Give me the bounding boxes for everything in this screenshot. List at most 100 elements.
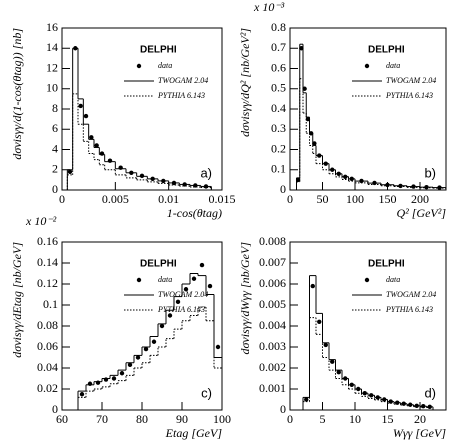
- data-point: [127, 362, 133, 368]
- x-axis-label: 1-cos(θtag): [167, 206, 222, 220]
- y-tick-label: 0.006: [259, 276, 286, 290]
- data-point: [67, 169, 73, 174]
- y-tick-label: 0.008: [259, 234, 286, 248]
- x-tick-label: 15: [382, 412, 394, 426]
- data-point: [199, 262, 205, 268]
- legend-label: data: [386, 275, 400, 284]
- legend-label: TWOGAM 2.04: [158, 290, 208, 299]
- x-tick-label: 20: [414, 412, 426, 426]
- y-tick-label: 0.5: [271, 81, 286, 95]
- data-point: [78, 103, 83, 109]
- legend-label: data: [158, 275, 172, 284]
- data-point: [119, 371, 125, 376]
- x-tick-label: 0.01: [158, 192, 179, 206]
- y-tick-label: 0.007: [259, 255, 286, 269]
- y-tick-label: 0.3: [271, 121, 286, 135]
- panel-label: a): [200, 165, 212, 180]
- y-tick-label: 0.8: [271, 20, 286, 34]
- y-tick-label: 8: [52, 101, 58, 115]
- y-tick-label: 0: [52, 402, 58, 416]
- data-point: [83, 113, 89, 119]
- legend-label: PYTHIA 6.143: [157, 91, 205, 100]
- data-point: [336, 370, 341, 375]
- legend-marker: [364, 277, 370, 283]
- data-point: [107, 158, 113, 163]
- x-tick-label: 10: [349, 412, 361, 426]
- y-tick-label: 0.7: [271, 40, 286, 54]
- data-point: [167, 313, 173, 318]
- x-axis-label: Q² [GeV²]: [396, 206, 446, 220]
- legend-label: TWOGAM 2.04: [158, 76, 208, 85]
- y-tick-label: 6: [52, 121, 58, 135]
- experiment-label: DELPHI: [140, 45, 177, 56]
- y-tick-label: 10: [46, 81, 58, 95]
- panel-label: d): [424, 385, 436, 400]
- data-point: [295, 177, 301, 183]
- y-tick-label: 16: [46, 20, 58, 34]
- legend-marker: [136, 277, 142, 283]
- x-axis-label: Etag [GeV]: [165, 426, 223, 440]
- data-point: [183, 287, 189, 292]
- y-tick-label: 0.004: [259, 318, 286, 332]
- experiment-label: DELPHI: [368, 45, 405, 56]
- axis-multiplier: x 10⁻³: [253, 0, 285, 14]
- data-point: [94, 143, 99, 148]
- legend-label: TWOGAM 2.04: [386, 76, 436, 85]
- data-point: [323, 342, 328, 348]
- data-point: [312, 141, 317, 146]
- panel-label: b): [424, 165, 436, 180]
- data-point: [304, 397, 309, 402]
- y-tick-label: 0.6: [271, 60, 286, 74]
- y-axis-label: dσvisγγ/d(1-cos(θtag)) [nb]: [10, 28, 24, 160]
- x-tick-label: 80: [136, 412, 148, 426]
- panel-label: c): [201, 385, 212, 400]
- y-tick-label: 14: [46, 40, 58, 54]
- y-tick-label: 0: [280, 402, 286, 416]
- y-tick-label: 0.06: [37, 339, 58, 353]
- data-point: [99, 151, 105, 156]
- y-tick-label: 2: [52, 162, 58, 176]
- data-point: [299, 46, 304, 51]
- x-tick-label: 70: [96, 412, 108, 426]
- y-tick-label: 0.02: [37, 381, 58, 395]
- data-point: [89, 135, 94, 140]
- data-point: [191, 276, 197, 281]
- x-tick-label: 0: [59, 192, 65, 206]
- y-tick-label: 4: [52, 141, 58, 155]
- legend-label: PYTHIA 6.143: [385, 91, 433, 100]
- data-point: [317, 319, 322, 324]
- y-tick-label: 0.002: [259, 360, 286, 374]
- legend-marker: [136, 63, 142, 69]
- y-tick-label: 0.04: [37, 360, 58, 374]
- y-tick-label: 0.003: [259, 339, 286, 353]
- axis-multiplier: x 10⁻²: [25, 214, 57, 228]
- y-axis-label: dσvisγγ/dWγγ [nb/GeV]: [238, 242, 252, 355]
- data-point: [215, 344, 221, 350]
- y-tick-label: 0.001: [259, 381, 286, 395]
- data-point: [135, 355, 141, 360]
- x-tick-label: 50: [317, 192, 329, 206]
- y-tick-label: 0.14: [37, 255, 58, 269]
- legend-label: data: [158, 61, 172, 70]
- data-point: [310, 283, 315, 289]
- data-point: [143, 346, 149, 352]
- y-tick-label: 12: [46, 60, 58, 74]
- x-tick-label: 0.005: [102, 192, 129, 206]
- data-point: [118, 165, 123, 170]
- y-tick-label: 0.005: [259, 297, 286, 311]
- x-tick-label: 100: [213, 412, 231, 426]
- y-tick-label: 0.2: [271, 141, 286, 155]
- x-tick-label: 100: [346, 192, 364, 206]
- y-tick-label: 0.12: [37, 276, 58, 290]
- legend-marker: [364, 63, 370, 69]
- legend-label: TWOGAM 2.04: [386, 290, 436, 299]
- x-tick-label: 150: [379, 192, 397, 206]
- y-tick-label: 0.4: [271, 101, 286, 115]
- x-tick-label: 200: [411, 192, 429, 206]
- experiment-label: DELPHI: [140, 259, 177, 270]
- data-point: [330, 359, 335, 364]
- x-tick-label: 0: [287, 412, 293, 426]
- data-point: [159, 323, 165, 329]
- data-point: [175, 299, 181, 305]
- y-tick-label: 0.1: [271, 162, 286, 176]
